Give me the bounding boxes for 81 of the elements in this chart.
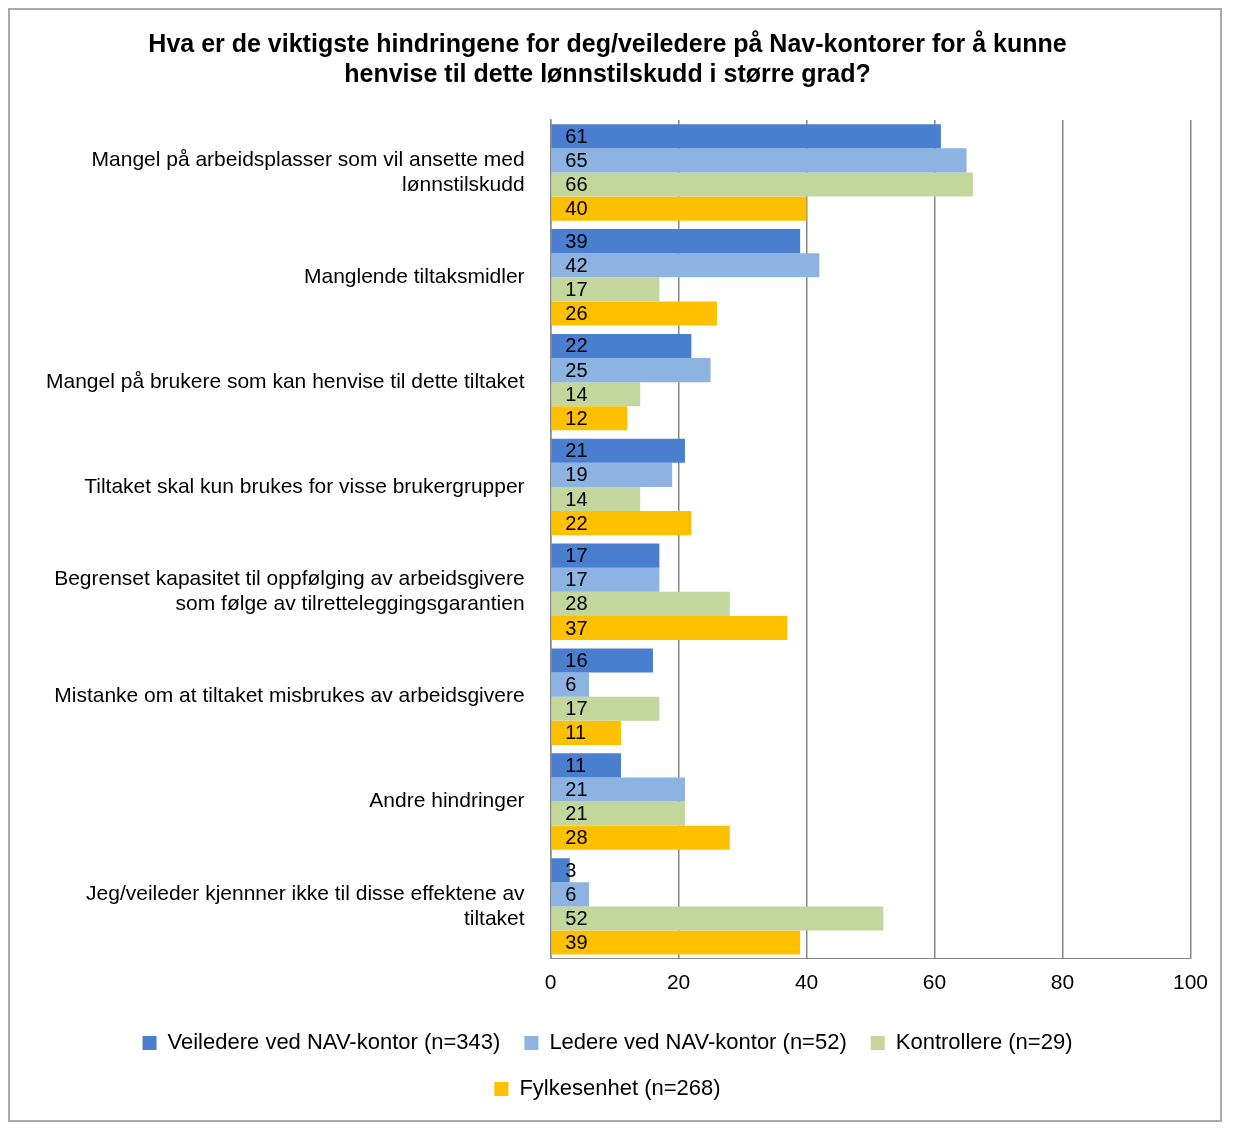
- bar: [551, 753, 621, 778]
- x-tick-label: 20: [666, 970, 691, 994]
- data-label: 65: [565, 148, 588, 171]
- bar: [551, 438, 685, 463]
- data-label: 17: [565, 568, 588, 591]
- y-tick-label: Begrenset kapasitet til oppfølging av arbeidsgivere som følge av tilretteleggingsgarantien: [54, 566, 525, 615]
- data-label: 42: [565, 253, 588, 276]
- data-label: 39: [565, 229, 588, 252]
- chart-title: Hva er de viktigste hindringene for deg/veiledere på Nav-kontorer for å kunne henvise til dette lønnstilskudd i større grad?: [148, 28, 1067, 87]
- bar: [551, 801, 685, 826]
- bar: [551, 172, 973, 197]
- bar: [551, 696, 660, 721]
- data-label: 11: [565, 753, 587, 776]
- data-label: 21: [565, 439, 588, 462]
- data-label: 28: [565, 826, 588, 849]
- x-tick-label: 0: [544, 970, 557, 994]
- bar: [551, 196, 807, 221]
- bar: [551, 382, 641, 407]
- legend-label: Ledere ved NAV-kontor (n=52): [549, 1029, 847, 1055]
- data-label: 21: [565, 777, 588, 800]
- legend-label: Fylkesenhet (n=268): [519, 1075, 721, 1101]
- y-tick-label: Tiltaket skal kun brukes for visse brukergrupper: [84, 473, 525, 497]
- bar: [551, 462, 673, 487]
- bar: [551, 591, 730, 616]
- data-label: 22: [565, 334, 588, 357]
- bar: [551, 543, 660, 568]
- data-label: 40: [565, 197, 588, 220]
- x-tick-label: 80: [1050, 970, 1075, 994]
- data-label: 28: [565, 592, 588, 615]
- y-tick-label: Mangel på arbeidsplasser som vil ansette med lønnstilskudd: [91, 146, 525, 195]
- data-label: 39: [565, 931, 588, 954]
- data-label: 22: [565, 511, 588, 534]
- data-label: 66: [565, 173, 588, 195]
- bar: [551, 672, 589, 697]
- data-label: 12: [565, 406, 588, 429]
- x-tick-label: 60: [922, 970, 947, 994]
- bar: [551, 301, 717, 326]
- bar: [551, 148, 967, 173]
- data-label: 14: [565, 382, 588, 405]
- data-label: 61: [565, 124, 588, 147]
- data-label: 17: [565, 697, 588, 720]
- data-label: 16: [565, 649, 588, 672]
- data-label: 11: [565, 721, 587, 744]
- data-label: 6: [565, 882, 577, 905]
- data-label: 17: [565, 277, 588, 300]
- bar: [551, 333, 692, 359]
- y-tick-label: Mangel på brukere som kan henvise til dette tiltaket: [46, 368, 525, 392]
- data-label: 52: [565, 906, 588, 929]
- bar: [551, 229, 801, 254]
- y-tick-label: Mistanke om at tiltaket misbrukes av arbeidsgivere: [54, 683, 525, 707]
- bar: [551, 615, 788, 641]
- y-tick-label: Manglende tiltaksmidler: [303, 264, 525, 288]
- y-tick-label: Jeg/veileder kjennner ikke til disse effektene av tiltaket: [86, 880, 526, 929]
- data-label: 6: [565, 673, 577, 696]
- bar: [551, 124, 941, 149]
- bar: [551, 906, 884, 931]
- data-label: 19: [565, 463, 588, 486]
- bar: [551, 511, 692, 536]
- bar: [551, 358, 711, 383]
- bar: [551, 825, 730, 850]
- data-label: 17: [565, 544, 588, 567]
- bar: [551, 277, 660, 302]
- data-label: 25: [565, 358, 588, 381]
- bar: [551, 720, 621, 745]
- x-tick-label: 100: [1172, 970, 1208, 994]
- bar: [551, 253, 820, 278]
- bar: [551, 486, 641, 512]
- bar: [551, 930, 801, 955]
- bar: [551, 882, 589, 907]
- y-tick-label: Andre hindringer: [369, 788, 525, 812]
- data-label: 21: [565, 802, 588, 825]
- bar: [551, 777, 685, 802]
- data-label: 37: [565, 616, 588, 639]
- legend-label: Kontrollere (n=29): [895, 1029, 1073, 1055]
- x-tick-label: 40: [794, 970, 819, 994]
- bar: [551, 648, 653, 673]
- data-label: 26: [565, 301, 588, 324]
- data-label: 14: [565, 487, 588, 510]
- bar: [551, 406, 628, 431]
- bar: [551, 567, 660, 592]
- legend-label: Veiledere ved NAV-kontor (n=343): [167, 1029, 501, 1055]
